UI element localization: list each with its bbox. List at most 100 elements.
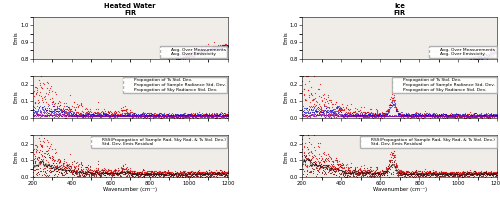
Point (124, 84, 132, 88)
Point (208, 115, 216, 118)
Point (402, 113, 410, 117)
Point (35, 150, 43, 153)
Point (91, 114, 99, 117)
Point (206, 49, 214, 52)
Point (40, 155, 48, 158)
Point (138, 77, 146, 81)
Point (216, 113, 224, 117)
Point (222, 45, 230, 48)
Point (491, 52, 499, 55)
Point (435, 114, 443, 117)
Point (372, 113, 380, 116)
Point (431, 172, 439, 176)
Point (164, 61, 172, 65)
Point (196, 113, 204, 116)
Point (214, 45, 222, 49)
Point (374, 172, 382, 176)
Point (106, 111, 114, 114)
Point (104, 111, 112, 114)
Point (325, 169, 333, 172)
Point (418, 98, 426, 101)
Point (88, 115, 96, 118)
Point (340, 173, 347, 176)
Point (126, 172, 134, 175)
Point (454, 70, 462, 73)
Point (329, 114, 337, 117)
Point (110, 115, 118, 118)
Point (76, 149, 84, 153)
Point (166, 171, 174, 174)
Point (424, 89, 432, 92)
Point (148, 172, 156, 175)
Point (138, 115, 146, 118)
Point (312, 114, 320, 117)
Point (380, 173, 388, 177)
Point (376, 113, 384, 116)
Point (432, 115, 440, 118)
Point (34, 156, 42, 159)
Point (120, 111, 128, 114)
Point (444, 68, 452, 71)
Point (348, 115, 356, 118)
Point (116, 112, 124, 115)
Point (322, 163, 330, 166)
Point (196, 115, 204, 118)
Point (395, 170, 403, 174)
Point (386, 114, 394, 118)
Point (450, 72, 458, 75)
Point (331, 159, 339, 162)
Point (224, 112, 232, 115)
Point (223, 114, 231, 117)
Point (85, 114, 93, 117)
Point (209, 46, 217, 50)
Point (372, 111, 380, 114)
Point (325, 112, 333, 115)
Point (466, 173, 474, 176)
Point (81, 114, 89, 118)
Point (142, 172, 150, 175)
Point (462, 113, 470, 116)
Point (191, 171, 199, 174)
Point (439, 113, 447, 116)
Point (56, 109, 64, 113)
Point (358, 194, 366, 197)
Point (304, 165, 312, 168)
Point (46, 109, 54, 113)
Point (201, 113, 209, 116)
Point (190, 171, 198, 174)
Point (487, 50, 495, 53)
Point (114, 171, 122, 175)
Point (100, 173, 108, 176)
Point (476, 55, 484, 58)
Point (98, 113, 106, 116)
Point (476, 113, 484, 116)
Point (130, 113, 138, 116)
Point (144, 74, 152, 77)
Point (42, 114, 50, 117)
Point (404, 174, 412, 177)
Point (170, 113, 178, 116)
Point (110, 87, 118, 90)
Point (208, 170, 216, 173)
Point (474, 114, 482, 117)
Point (223, 45, 231, 48)
Point (212, 114, 220, 118)
Point (441, 173, 449, 176)
Point (422, 170, 430, 173)
Point (83, 114, 91, 117)
Point (146, 115, 154, 118)
Point (164, 62, 172, 65)
Point (380, 114, 388, 117)
Point (88, 114, 96, 117)
Point (414, 171, 422, 174)
Point (141, 74, 149, 77)
Point (331, 167, 339, 170)
Point (74, 115, 82, 118)
Point (371, 111, 379, 115)
Point (104, 107, 112, 111)
Point (57, 163, 65, 166)
Point (174, 171, 182, 175)
Point (205, 169, 213, 172)
Point (306, 165, 314, 168)
Point (416, 113, 424, 116)
